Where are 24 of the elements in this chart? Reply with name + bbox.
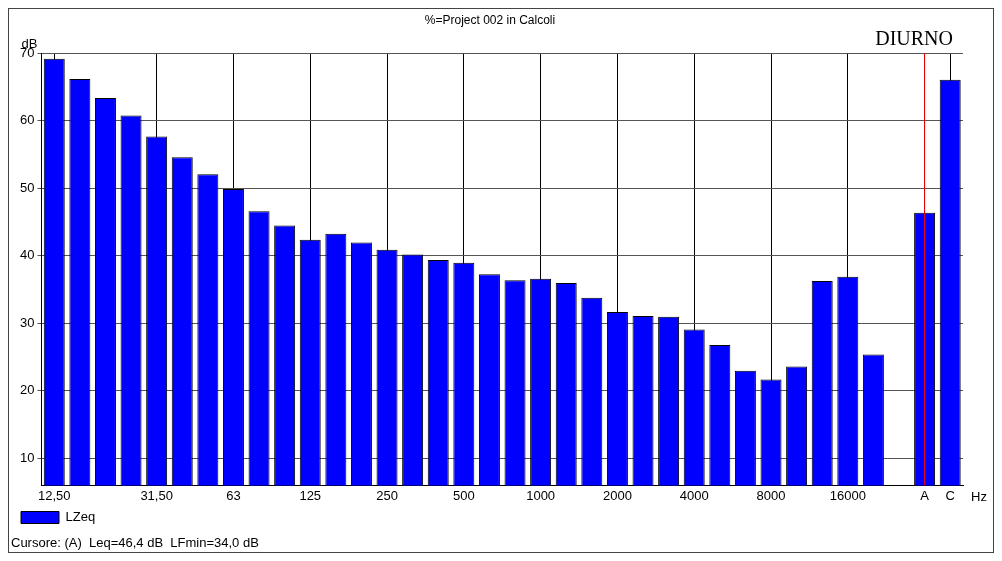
x-tick-label: A (920, 487, 930, 503)
text: DIURNO (875, 26, 953, 49)
x-tick-label: 500 (452, 487, 475, 503)
x-tick-label: 2000 (602, 487, 632, 503)
y-tick-label: 10 (19, 449, 35, 465)
x-tick-label: 63 (226, 487, 241, 503)
text: Cursore: (A) Leq=46,4 dB LFmin=34,0 dB (11, 535, 259, 551)
y-tick-label: 30 (19, 314, 35, 330)
x-tick-label: 1000 (526, 487, 556, 503)
x-axis-title: Hz (971, 489, 987, 505)
y-tick-label: 40 (19, 247, 35, 263)
x-tick-label: 250 (376, 487, 398, 503)
x-tick-label: 8000 (756, 487, 786, 503)
x-tick-label: 125 (299, 487, 322, 503)
legend-label: LZeq (65, 509, 96, 525)
x-tick-label: C (945, 487, 955, 503)
y-tick-label: 20 (19, 382, 35, 398)
x-tick-label: 12,50 (37, 487, 71, 503)
chart-title: %=Project 002 in Calcoli (424, 12, 556, 27)
y-tick-label: 50 (19, 179, 35, 195)
x-tick-label: 31,50 (140, 487, 173, 503)
y-tick-label: 60 (19, 112, 35, 128)
x-tick-label: 16000 (829, 487, 866, 503)
x-tick-label: 4000 (679, 487, 709, 503)
